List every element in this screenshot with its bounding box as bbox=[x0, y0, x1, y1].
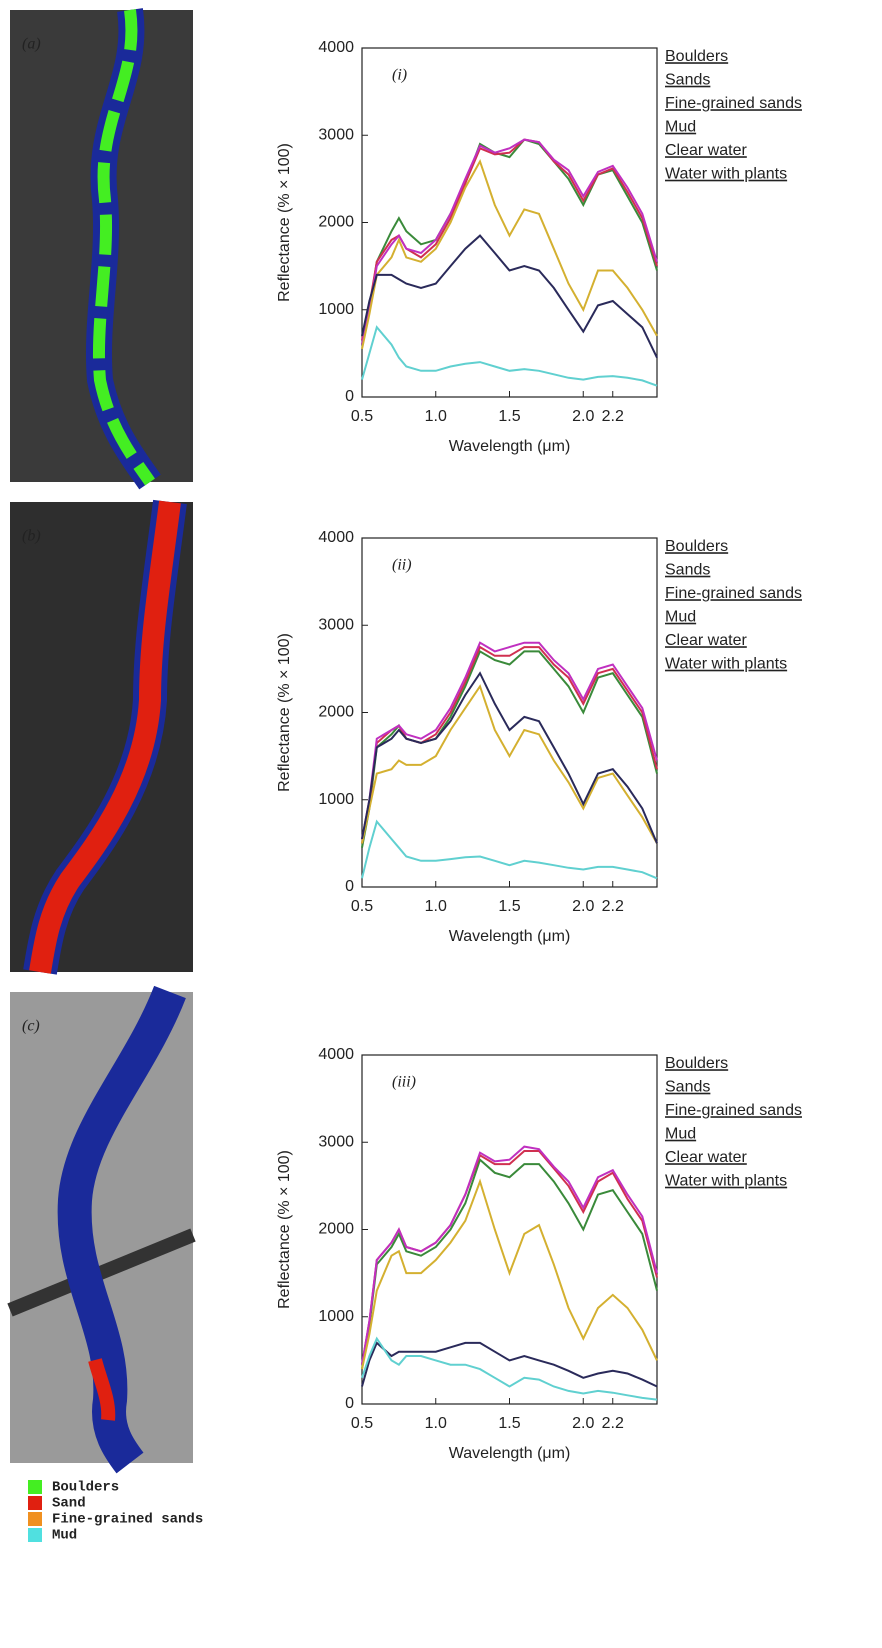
x-axis-title: Wavelength (μm) bbox=[449, 928, 571, 945]
x-tick-label: 0.5 bbox=[351, 898, 373, 915]
x-tick-label: 1.0 bbox=[425, 898, 447, 915]
x-tick-label: 2.0 bbox=[572, 1415, 594, 1432]
map-legend-swatch bbox=[28, 1480, 42, 1494]
plot-frame bbox=[361, 47, 658, 398]
panel-label: (ii) bbox=[392, 557, 412, 574]
y-tick-label: 0 bbox=[345, 878, 354, 895]
series-line bbox=[361, 1150, 658, 1365]
legend-entry: Mud bbox=[665, 609, 696, 626]
y-tick-label: 2000 bbox=[318, 1221, 354, 1238]
map-legend-label: Mud bbox=[52, 1528, 77, 1544]
x-tick-label: 1.5 bbox=[498, 1415, 520, 1432]
x-tick-label: 0.5 bbox=[351, 1415, 373, 1432]
y-tick-label: 2000 bbox=[318, 704, 354, 721]
legend-entry: Fine-grained sands bbox=[665, 95, 802, 112]
map-legend-swatch bbox=[28, 1528, 42, 1542]
y-tick-label: 4000 bbox=[318, 529, 354, 546]
image-a: (a) bbox=[10, 8, 193, 490]
y-axis-title: Reflectance (% × 100) bbox=[276, 143, 293, 302]
series-line bbox=[361, 1178, 658, 1370]
y-tick-label: 1000 bbox=[318, 1308, 354, 1325]
series-line bbox=[361, 138, 658, 341]
legend-entry: Mud bbox=[665, 119, 696, 136]
y-tick-label: 0 bbox=[345, 388, 354, 405]
legend-entry: Clear water bbox=[665, 632, 747, 649]
x-tick-label: 2.0 bbox=[572, 898, 594, 915]
image-label: (a) bbox=[22, 36, 41, 53]
map-legend-swatch bbox=[28, 1512, 42, 1526]
series-line bbox=[361, 138, 658, 345]
series-line bbox=[361, 1145, 658, 1365]
legend-entry: Sands bbox=[665, 1079, 710, 1096]
legend-entry: Fine-grained sands bbox=[665, 585, 802, 602]
series-line bbox=[361, 138, 658, 345]
series-line bbox=[361, 684, 658, 844]
series-line bbox=[361, 645, 658, 844]
plot-frame bbox=[361, 537, 658, 888]
legend-entry: Boulders bbox=[665, 538, 728, 555]
x-tick-label: 2.0 bbox=[572, 408, 594, 425]
legend-entry: Clear water bbox=[665, 1149, 747, 1166]
series-line bbox=[361, 671, 658, 844]
series-line bbox=[361, 649, 658, 848]
series-line bbox=[361, 1336, 658, 1401]
legend-entry: Sands bbox=[665, 72, 710, 89]
x-tick-label: 2.2 bbox=[602, 408, 624, 425]
panel-label: (i) bbox=[392, 67, 407, 84]
x-tick-label: 1.5 bbox=[498, 408, 520, 425]
y-tick-label: 1000 bbox=[318, 791, 354, 808]
x-tick-label: 1.5 bbox=[498, 898, 520, 915]
legend-entry: Boulders bbox=[665, 48, 728, 65]
image-label: (b) bbox=[22, 528, 41, 545]
legend-entry: Sands bbox=[665, 562, 710, 579]
x-tick-label: 2.2 bbox=[602, 898, 624, 915]
map-legend-label: Fine-grained sands bbox=[52, 1512, 203, 1528]
legend-entry: Clear water bbox=[665, 142, 747, 159]
y-tick-label: 0 bbox=[345, 1395, 354, 1412]
x-axis-title: Wavelength (μm) bbox=[449, 438, 571, 455]
series-line bbox=[361, 819, 658, 880]
x-tick-label: 1.0 bbox=[425, 1415, 447, 1432]
series-line bbox=[361, 1157, 658, 1370]
legend-entry: Boulders bbox=[665, 1055, 728, 1072]
y-tick-label: 3000 bbox=[318, 616, 354, 633]
image-label: (c) bbox=[22, 1018, 40, 1035]
y-tick-label: 3000 bbox=[318, 126, 354, 143]
y-tick-label: 4000 bbox=[318, 1046, 354, 1063]
legend-entry: Water with plants bbox=[665, 656, 787, 673]
image-b: (b) bbox=[10, 499, 193, 975]
legend-entry: Water with plants bbox=[665, 166, 787, 183]
x-axis-title: Wavelength (μm) bbox=[449, 1445, 571, 1462]
y-tick-label: 4000 bbox=[318, 39, 354, 56]
series-line bbox=[361, 641, 658, 840]
image-c: (c) bbox=[7, 985, 196, 1474]
series-line bbox=[361, 158, 658, 350]
legend-entry: Fine-grained sands bbox=[665, 1102, 802, 1119]
map-legend-label: Boulders bbox=[52, 1480, 119, 1496]
map-legend-label: Sand bbox=[52, 1496, 86, 1512]
legend-entry: Mud bbox=[665, 1126, 696, 1143]
x-tick-label: 1.0 bbox=[425, 408, 447, 425]
series-line bbox=[361, 234, 658, 359]
series-line bbox=[361, 1341, 658, 1388]
map-legend-swatch bbox=[28, 1496, 42, 1510]
y-axis-title: Reflectance (% × 100) bbox=[276, 1150, 293, 1309]
x-tick-label: 0.5 bbox=[351, 408, 373, 425]
y-tick-label: 1000 bbox=[318, 301, 354, 318]
panel-label: (iii) bbox=[392, 1074, 416, 1091]
x-tick-label: 2.2 bbox=[602, 1415, 624, 1432]
series-line bbox=[361, 325, 658, 387]
y-tick-label: 3000 bbox=[318, 1133, 354, 1150]
y-tick-label: 2000 bbox=[318, 214, 354, 231]
legend-entry: Water with plants bbox=[665, 1173, 787, 1190]
y-axis-title: Reflectance (% × 100) bbox=[276, 633, 293, 792]
